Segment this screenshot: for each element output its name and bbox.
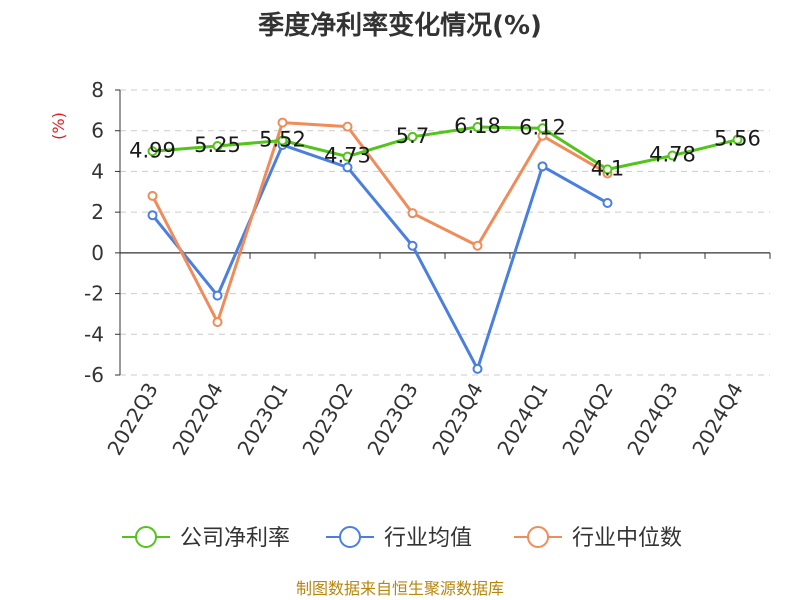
- series-point-0: [407, 131, 418, 142]
- series-point-2: [147, 190, 158, 201]
- series-point-2: [407, 208, 418, 219]
- x-tick-label: 2024Q2: [557, 379, 617, 460]
- x-tick-label: 2023Q3: [362, 379, 422, 460]
- x-tick-label: 2024Q1: [492, 379, 552, 460]
- y-tick-label: 6: [91, 119, 104, 143]
- series-point-2: [212, 317, 223, 328]
- series-layer: [147, 117, 743, 374]
- x-tick-label: 2023Q2: [297, 379, 357, 460]
- legend-marker-0: [135, 526, 157, 548]
- series-point-1: [342, 162, 353, 173]
- y-tick-label: 8: [91, 78, 104, 102]
- legend-marker-1: [339, 526, 361, 548]
- chart-title: 季度净利率变化情况(%): [258, 10, 542, 41]
- series-line-2: [151, 121, 609, 324]
- data-label: 4.78: [649, 143, 696, 167]
- data-label: 5.52: [259, 127, 306, 151]
- legend-label-0: 公司净利率: [180, 526, 290, 551]
- y-tick-label: 4: [91, 159, 104, 183]
- y-tick-label: -6: [84, 363, 104, 387]
- y-axis-label: (%): [49, 112, 68, 140]
- y-tick-label: 0: [91, 241, 104, 265]
- series-point-0: [212, 140, 223, 151]
- series-point-1: [407, 240, 418, 251]
- series-point-0: [277, 135, 288, 146]
- y-tick-label: -4: [84, 322, 104, 346]
- data-label: 6.12: [519, 115, 566, 139]
- x-tick-label: 2024Q3: [622, 379, 682, 460]
- series-point-2: [472, 240, 483, 251]
- series-point-0: [537, 123, 548, 134]
- y-tick-label: 2: [91, 200, 104, 224]
- x-tick-label: 2022Q4: [167, 379, 227, 460]
- legend-marker-2: [527, 526, 549, 548]
- data-label: 4.1: [591, 156, 624, 180]
- x-tick-label: 2022Q3: [102, 379, 162, 460]
- series-point-0: [472, 122, 483, 133]
- data-label: 4.99: [129, 138, 176, 162]
- legend-label-1: 行业均值: [384, 526, 472, 551]
- series-line-0: [152, 125, 738, 171]
- data-label: 5.7: [396, 124, 429, 148]
- legend-label-2: 行业中位数: [572, 526, 682, 551]
- series-point-0: [342, 151, 353, 162]
- data-label: 4.73: [324, 144, 371, 168]
- series-point-0: [147, 146, 158, 157]
- legend: 公司净利率 行业均值 行业中位数: [122, 526, 682, 551]
- series-point-2: [277, 117, 288, 128]
- series-point-1: [212, 290, 223, 301]
- series-point-1: [472, 363, 483, 374]
- data-label: 5.25: [194, 133, 241, 157]
- series-line-1: [151, 143, 609, 371]
- data-label: 6.18: [454, 114, 501, 138]
- x-tick-label: 2023Q1: [232, 379, 292, 460]
- y-tick-label: -2: [84, 282, 104, 306]
- x-tick-label: 2023Q4: [427, 379, 487, 460]
- x-tick-label: 2024Q4: [687, 379, 747, 460]
- series-point-0: [732, 134, 743, 145]
- series-point-0: [667, 150, 678, 161]
- series-point-1: [602, 197, 613, 208]
- series-point-2: [342, 121, 353, 132]
- series-point-1: [147, 210, 158, 221]
- source-note: 制图数据来自恒生聚源数据库: [296, 579, 504, 598]
- series-point-1: [537, 161, 548, 172]
- series-point-0: [602, 164, 613, 175]
- data-label-layer: 4.99 5.25 5.52 4.73 5.7 6.18 6.12 4.1 4.78 5.56: [129, 114, 761, 180]
- data-label: 5.56: [714, 127, 761, 151]
